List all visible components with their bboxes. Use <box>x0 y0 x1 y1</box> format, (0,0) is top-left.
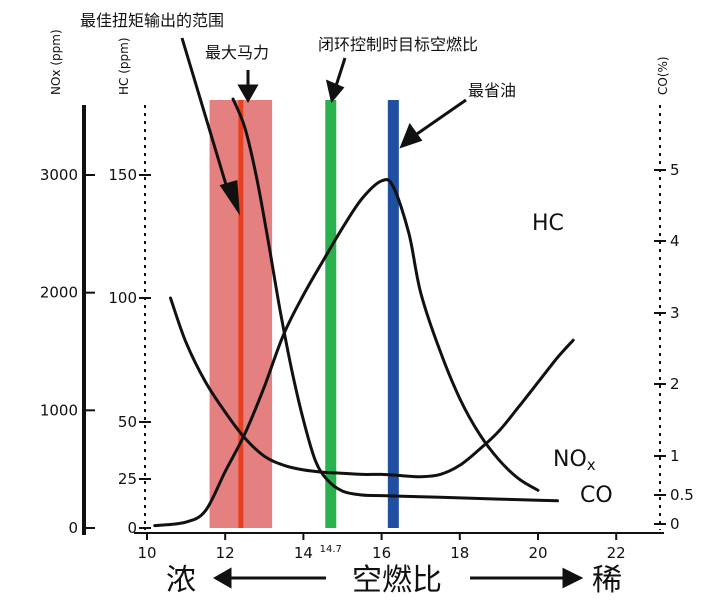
curve-nox <box>153 178 540 528</box>
x-tick-label: 12 <box>216 544 235 562</box>
curve-hc <box>169 296 575 479</box>
annotation-closed-loop: 闭环控制时目标空燃比 <box>318 35 478 54</box>
co-tick-label: 3 <box>670 304 680 322</box>
co-tick-label: 2 <box>670 375 680 393</box>
co-tick-label: 5 <box>670 161 680 179</box>
axes-layer: 10 12 14 16 18 20 2214.70100020003000025501001… <box>40 105 694 562</box>
annotation-max-power: 最大马力 <box>205 43 269 62</box>
annotation-arrows <box>180 37 467 216</box>
x-axis-title: 空燃比 <box>352 563 442 598</box>
curve-label-nox-sub: x <box>587 456 596 474</box>
curve-co <box>231 97 559 503</box>
x-tick-label: 16 <box>372 544 391 562</box>
annotation-fuel-economy: 最省油 <box>468 81 516 100</box>
nox-axis-name: NOx (ppm) <box>49 29 63 95</box>
hc-axis-name: HC (ppm) <box>117 37 131 95</box>
direction-rich-label: 浓 <box>166 563 196 598</box>
nox-tick-label: 0 <box>68 519 78 537</box>
x-tick-label: 20 <box>528 544 547 562</box>
vertical-lines-layer <box>238 100 399 528</box>
hc-tick-label: 100 <box>108 289 137 307</box>
co-axis-name: CO(%) <box>656 56 670 95</box>
co-tick-label: 1 <box>670 447 680 465</box>
hc-tick-label: 0 <box>127 519 137 537</box>
annotation-torque-range: 最佳扭矩输出的范围 <box>80 11 224 30</box>
direction-arrows <box>212 567 584 589</box>
curves-layer <box>153 97 575 528</box>
nox-tick-label: 1000 <box>40 401 78 419</box>
curve-label-nox: NOx <box>553 447 596 474</box>
direction-lean-label: 稀 <box>592 563 622 598</box>
co-tick-label: 0 <box>670 515 680 533</box>
co-tick-label: 0.5 <box>670 486 694 504</box>
x-tick-label: 14 <box>294 544 313 562</box>
curve-label-hc: HC <box>532 211 564 236</box>
hc-tick-label: 150 <box>108 166 137 184</box>
hc-tick-label: 25 <box>118 470 137 488</box>
hc-tick-label: 50 <box>118 413 137 431</box>
curve-label-co: CO <box>580 483 613 508</box>
x-tick-label: 18 <box>450 544 469 562</box>
nox-tick-label: 2000 <box>40 284 78 302</box>
nox-tick-label: 3000 <box>40 166 78 184</box>
x-tick-label-14-7: 14.7 <box>320 544 342 555</box>
co-tick-label: 4 <box>670 232 680 250</box>
x-tick-label: 22 <box>607 544 626 562</box>
x-tick-label: 10 <box>137 544 156 562</box>
curve-label-nox-main: NO <box>553 447 587 472</box>
